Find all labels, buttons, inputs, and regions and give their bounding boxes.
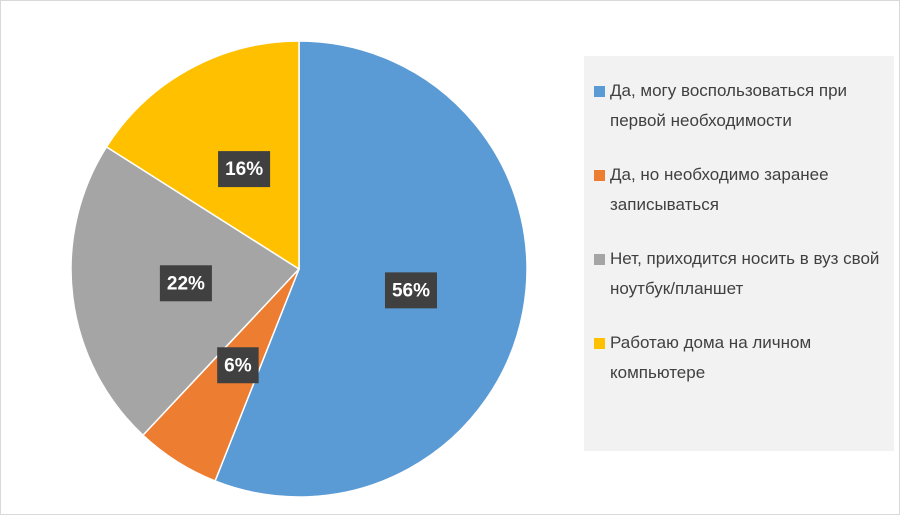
- data-label: 6%: [224, 355, 252, 376]
- data-label-box: [384, 272, 437, 309]
- legend-label: Работаю дома на личном компьютере: [610, 333, 812, 382]
- legend-swatch: [594, 86, 605, 97]
- legend-item: Работаю дома на личном компьютере: [594, 328, 884, 388]
- data-label: 16%: [225, 159, 263, 180]
- legend-swatch: [594, 170, 605, 181]
- legend-label: Да, могу воспользоваться при первой необ…: [610, 81, 848, 130]
- data-label-box: [218, 151, 271, 188]
- data-label-box: [159, 265, 212, 302]
- legend-swatch: [594, 338, 605, 349]
- legend-label: Да, но необходимо заранее записываться: [610, 165, 829, 214]
- data-label-box: [217, 347, 259, 384]
- data-label: 56%: [392, 280, 430, 301]
- legend-label: Нет, приходится носить в вуз свой ноутбу…: [610, 249, 880, 298]
- legend-item: Нет, приходится носить в вуз свой ноутбу…: [594, 244, 884, 304]
- data-label: 22%: [167, 273, 205, 294]
- pie-slice: [214, 40, 528, 498]
- legend-item: Да, но необходимо заранее записываться: [594, 160, 884, 220]
- legend-item: Да, могу воспользоваться при первой необ…: [594, 76, 884, 136]
- pie-slice: [105, 40, 300, 271]
- legend: Да, могу воспользоваться при первой необ…: [584, 56, 894, 451]
- legend-swatch: [594, 254, 605, 265]
